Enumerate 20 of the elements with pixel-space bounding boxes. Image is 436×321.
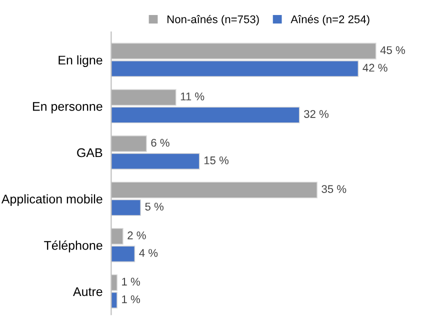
y-tick-label: GAB xyxy=(77,148,102,158)
y-tick-label: Application mobile xyxy=(1,194,102,206)
legend-label: Aînés (n=2 254) xyxy=(290,14,370,26)
y-tick-label: En ligne xyxy=(58,55,102,68)
y-tick-label: Autre xyxy=(72,287,102,296)
data-label: 1 % xyxy=(122,295,140,304)
data-label: 32 % xyxy=(304,110,329,118)
data-label: 42 % xyxy=(362,64,388,72)
y-tick-label: En personne xyxy=(32,102,102,114)
data-label: 1 % xyxy=(122,278,140,286)
y-tick-label: Téléphone xyxy=(44,240,102,252)
data-label: 6 % xyxy=(151,138,170,147)
data-label: 45 % xyxy=(380,46,405,54)
data-label: 15 % xyxy=(204,156,229,164)
data-label: 5 % xyxy=(145,202,164,211)
data-label: 2 % xyxy=(128,231,146,240)
legend-label: Non-aînés (n=753) xyxy=(168,14,259,26)
data-label: 35 % xyxy=(322,185,346,193)
data-label: 4 % xyxy=(139,249,158,257)
data-label: 11 % xyxy=(180,92,204,100)
